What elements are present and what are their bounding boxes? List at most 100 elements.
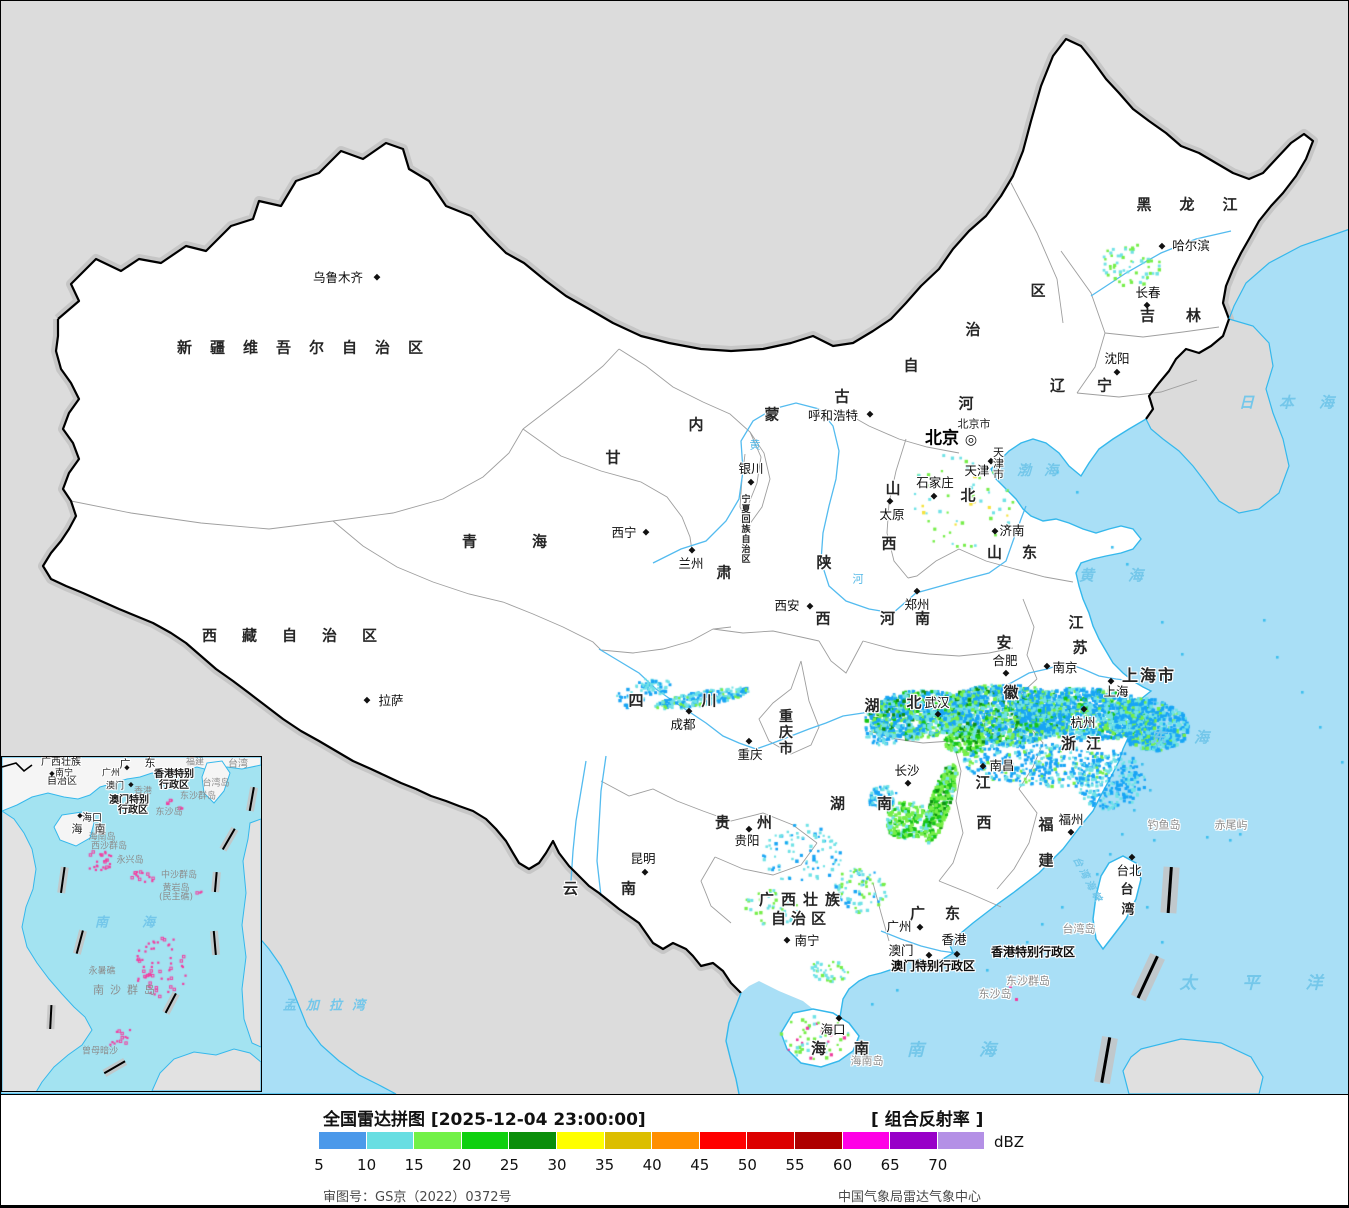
province-label-贵州: 贵州 [714, 813, 800, 832]
city-label-杭州: 杭州 [1070, 714, 1096, 730]
inset-label-东: 东 [144, 756, 156, 770]
city-label-乌鲁木齐: 乌鲁木齐 [312, 269, 364, 285]
sea-label-渤海: 渤海 [1017, 463, 1071, 479]
province-label-湖南: 湖南 [829, 794, 925, 813]
map-label-layer: 新疆维吾尔自治区 西藏自治区 青海甘肃内蒙古自治区宁夏回族自治区陕西山西河北山东 河南… [1, 1, 1349, 1094]
tick-label: 10 [357, 1156, 377, 1174]
municipality-label: 北京市 [957, 417, 991, 431]
municipality-label: 天津市 [991, 446, 1005, 480]
inset-island-label-东沙群岛: 东沙群岛 [179, 791, 217, 802]
sea-label-日本海: 日本海 [1238, 393, 1349, 412]
city-marker-icon: ◆ [1043, 661, 1051, 672]
city-marker-icon: ◆ [745, 736, 753, 747]
city-marker-icon: ◆ [934, 709, 942, 720]
city-label-长春: 长春 [1135, 284, 1161, 300]
color-swatch-35dbz [604, 1132, 652, 1149]
province-label-内蒙古自治区: 自 [903, 356, 919, 375]
tick-label: 25 [499, 1156, 519, 1174]
nine-dash-segment [56, 866, 69, 894]
province-label-辽宁: 辽宁 [1049, 376, 1145, 395]
tick-label: 60 [833, 1156, 853, 1174]
city-marker-icon: ◆ [835, 1013, 843, 1024]
province-label-江西: 西 [976, 813, 992, 832]
inset-label-广州: 广州 [101, 768, 121, 779]
city-label-天津: 天津 [964, 462, 990, 478]
province-label-河北: 北 [960, 486, 976, 505]
city-marker-icon: ◆ [745, 824, 753, 835]
island-label-钓鱼岛: 钓鱼岛 [1147, 818, 1181, 832]
city-marker-icon: ◆ [1107, 676, 1115, 687]
inset-city-marker-icon: ◆ [49, 769, 55, 778]
city-marker-icon: ◆ [1113, 367, 1121, 378]
city-label-长沙: 长沙 [894, 762, 920, 778]
city-marker-icon: ◆ [363, 695, 371, 706]
city-marker-icon: ◆ [866, 409, 874, 420]
city-marker-icon: ◆ [688, 545, 696, 556]
province-label-福建: 福 [1038, 815, 1054, 834]
province-label-台湾: 台 [1120, 882, 1134, 898]
city-label-台北: 台北 [1116, 862, 1142, 878]
province-label-甘肃: 甘 [605, 448, 621, 467]
inset-label-南宁: 南宁 [54, 768, 74, 779]
river-label: 黄 [749, 438, 761, 452]
city-marker-icon: ◆ [1158, 241, 1166, 252]
color-swatch-15dbz [414, 1132, 461, 1149]
city-label-合肥: 合肥 [992, 652, 1018, 668]
sea-label-南海: 南海 [907, 1040, 1051, 1061]
city-marker-icon: ◆ [913, 586, 921, 597]
city-label-西安: 西安 [774, 597, 800, 613]
inset-label-广: 广 [119, 757, 131, 771]
city-marker-icon: ◆ [783, 935, 791, 946]
tick-label: 5 [314, 1156, 324, 1174]
color-swatch-45dbz [699, 1132, 747, 1149]
province-label-四川: 四 [628, 691, 644, 710]
color-swatch-50dbz [747, 1132, 794, 1149]
city-label-济南: 济南 [999, 522, 1025, 538]
color-swatch-55dbz [794, 1132, 842, 1149]
province-label-新疆维吾尔自治区: 新疆维吾尔自治区 [176, 338, 442, 357]
province-label-宁夏回族自治区: 宁夏回族自治区 [739, 494, 750, 564]
sea-label-黄海: 黄海 [1078, 566, 1178, 585]
inset-label-海: 海 [71, 822, 83, 836]
inset-label-南: 南 [94, 822, 106, 836]
city-label-南昌: 南昌 [989, 757, 1015, 773]
inset-island-label-台湾岛: 台湾岛 [202, 778, 230, 789]
color-scale-bar [319, 1132, 985, 1149]
credit-label: 中国气象局雷达气象中心 [838, 1190, 982, 1205]
province-label-湖北: 北 [906, 693, 922, 712]
province-label-山东: 山东 [986, 543, 1058, 562]
inset-label-自治区: 自治区 [47, 776, 77, 787]
city-marker-icon: ◆ [806, 601, 814, 612]
island-label-台湾岛: 台湾岛 [1062, 922, 1096, 936]
color-swatch-70dbz [937, 1132, 985, 1149]
province-label-四川: 川 [701, 691, 717, 710]
province-label-重庆市: 重 [779, 709, 793, 725]
tick-label: 35 [595, 1156, 615, 1174]
city-label-拉萨: 拉萨 [378, 692, 404, 708]
city-marker-icon: ◆ [1067, 827, 1075, 838]
city-marker-icon: ◆ [747, 477, 755, 488]
province-label-山西: 山 [885, 479, 901, 498]
nine-dash-segment [102, 1057, 127, 1077]
province-label-内蒙古自治区: 治 [965, 320, 981, 339]
inset-islands-layer [2, 757, 261, 1091]
color-swatch-40dbz [652, 1132, 699, 1149]
inset-island-label-曾母暗沙: 曾母暗沙 [81, 1046, 119, 1057]
color-swatch-5dbz [319, 1132, 366, 1149]
capital-marker-icon: ◎ [964, 432, 978, 448]
city-marker-icon: ◆ [1143, 300, 1151, 311]
city-marker-icon: ◆ [930, 491, 938, 502]
inset-label-行政区: 行政区 [118, 805, 148, 816]
tick-label: 15 [404, 1156, 424, 1174]
city-label-石家庄: 石家庄 [916, 474, 954, 490]
province-label-黑龙江: 黑龙江 [1136, 195, 1266, 214]
province-label-重庆市: 市 [779, 741, 793, 757]
province-label-甘肃: 肃 [716, 563, 732, 582]
province-label-重庆市: 庆 [779, 725, 793, 741]
province-label-内蒙古自治区: 蒙 [764, 405, 780, 424]
city-marker-icon: ◆ [904, 778, 912, 789]
unit-label: dBZ [994, 1133, 1025, 1151]
island-label-海南岛: 海南岛 [850, 1054, 884, 1068]
city-label-郑州: 郑州 [904, 596, 930, 612]
